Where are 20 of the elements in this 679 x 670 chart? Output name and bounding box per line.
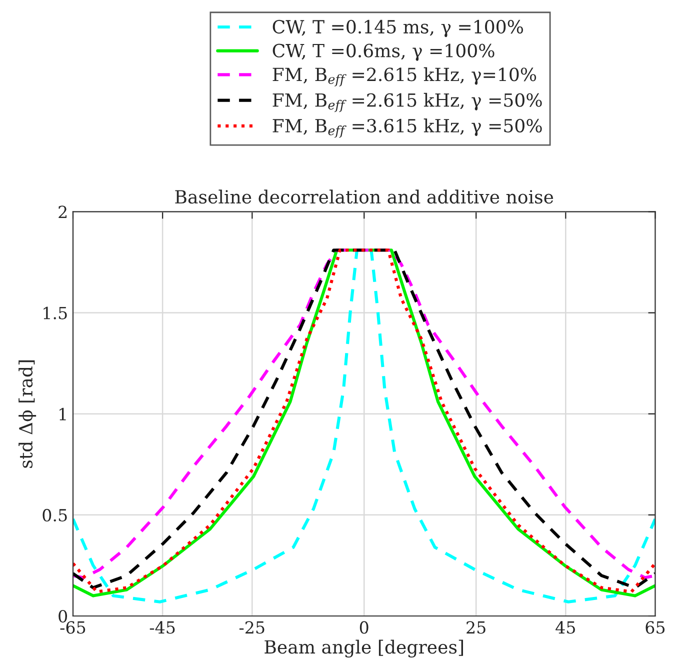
x-axis-title: Beam angle [degrees]: [264, 640, 463, 658]
x-tick-label: 0: [360, 621, 368, 634]
x-tick-label: -45: [150, 621, 175, 634]
legend-label: FM, B$_{eff}$ =2.615 kHz, γ =50%: [272, 92, 542, 112]
x-tick-label: -25: [239, 621, 264, 634]
x-tick-label: 45: [556, 621, 575, 634]
legend-label: FM, B$_{eff}$ =3.615 kHz, γ =50%: [272, 118, 542, 138]
y-tick-label: 1: [60, 408, 66, 420]
y-tick-label: 0.5: [42, 508, 67, 522]
chart-title: Baseline decorrelation and additive noise: [175, 190, 554, 204]
y-tick-label: 2: [58, 206, 66, 218]
x-tick-label: -65: [60, 621, 86, 634]
legend-label: CW, T =0.6ms, γ =100%: [272, 44, 494, 61]
y-tick-label: 1.5: [44, 306, 67, 320]
legend-label: FM, B$_{eff}$ =2.615 kHz, γ=10%: [272, 67, 536, 86]
legend-label: CW, T =0.145 ms, γ =100%: [272, 20, 523, 38]
x-tick-label: 65: [646, 621, 665, 634]
y-tick-label: 0: [58, 610, 68, 623]
x-tick-label: 25: [466, 621, 486, 634]
y-axis-title: std Δϕ [rad]: [18, 360, 36, 468]
